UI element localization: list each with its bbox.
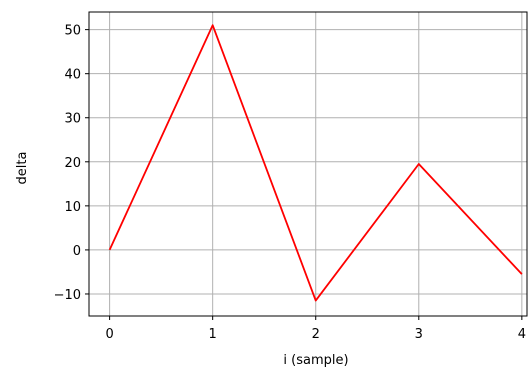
grid [89, 12, 527, 316]
x-tick-label: 1 [209, 327, 217, 342]
y-tick-label: 50 [64, 24, 81, 39]
x-tick-label: 4 [518, 327, 526, 342]
x-axis-label: i (sample) [283, 353, 348, 368]
y-tick-label: 40 [64, 68, 81, 83]
x-tick-label: 2 [312, 327, 320, 342]
series-layer [108, 24, 523, 302]
y-axis-label: delta [15, 152, 30, 185]
y-tick-label: 20 [64, 156, 81, 171]
y-tick-label: −10 [54, 288, 81, 303]
axis-ticks: 0 1 2 3 4 −10 0 10 20 30 40 50 [54, 24, 526, 342]
plot-frame [88, 11, 528, 317]
x-tick-label: 3 [415, 327, 423, 342]
x-tick-label: 0 [105, 327, 113, 342]
y-tick-label: 30 [64, 112, 81, 127]
y-tick-label: 0 [73, 244, 81, 259]
y-tick-label: 10 [64, 200, 81, 215]
